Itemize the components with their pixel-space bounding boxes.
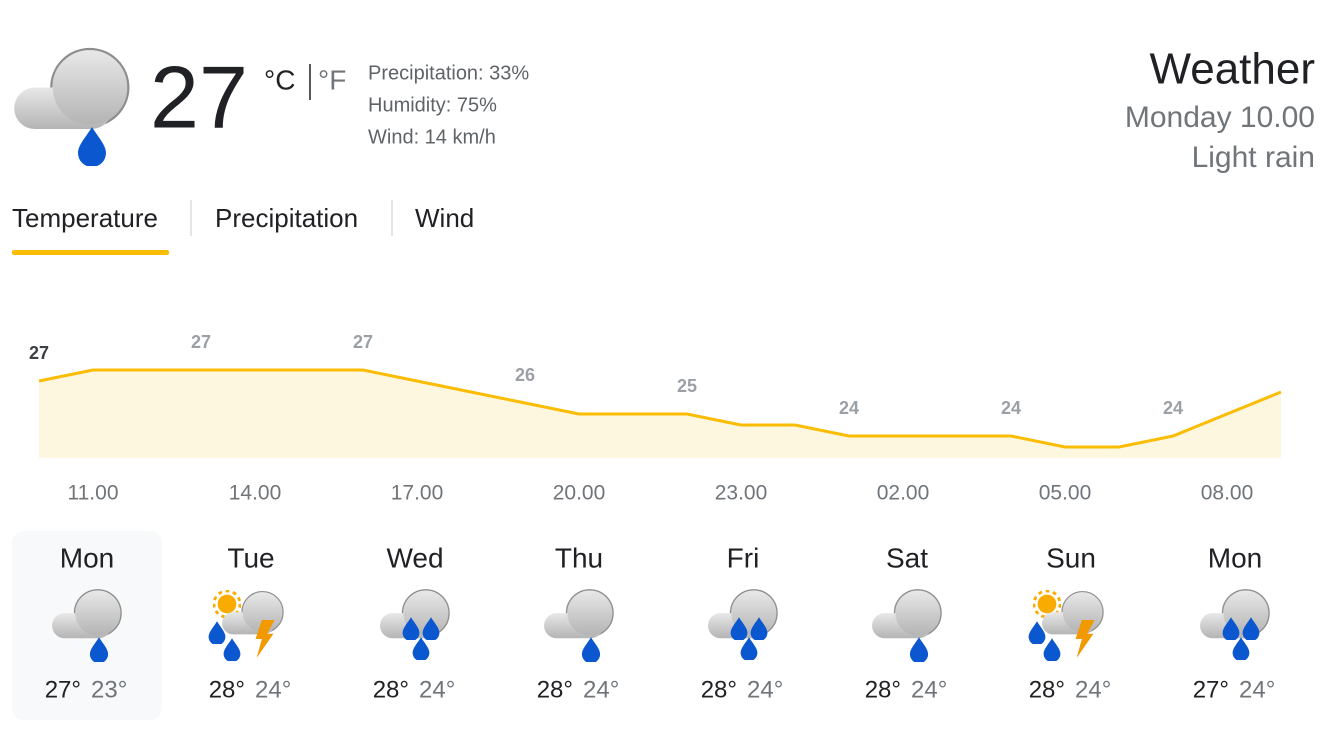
- precipitation: Precipitation: 33%: [368, 62, 529, 84]
- day-name: Mon: [60, 542, 114, 573]
- day-icon: [543, 589, 614, 662]
- day-name: Thu: [555, 542, 603, 573]
- x-tick-label: 02.00: [877, 482, 930, 505]
- icon-part: [543, 589, 614, 639]
- day-card[interactable]: Sun 28° 24°: [1028, 542, 1112, 703]
- high-temp: 28°: [865, 676, 901, 703]
- icon-part: [740, 637, 758, 660]
- unit-celsius[interactable]: °C: [264, 64, 295, 95]
- day-card[interactable]: Wed 28° 24°: [373, 542, 456, 703]
- current-icon: [13, 47, 130, 166]
- high-temp: 28°: [537, 676, 573, 703]
- day-card[interactable]: Thu 28° 24°: [537, 542, 620, 703]
- tab[interactable]: Precipitation: [215, 203, 358, 233]
- day-icon: [1028, 590, 1104, 661]
- high-temp: 28°: [373, 676, 409, 703]
- high-temp: 27°: [45, 676, 81, 703]
- day-name: Sat: [886, 542, 928, 573]
- high-temp: 28°: [701, 676, 737, 703]
- icon-part: [1232, 637, 1250, 660]
- tab-underline: [12, 250, 169, 255]
- value-label: 26: [515, 365, 535, 385]
- low-temp: 24°: [255, 676, 291, 703]
- day-icon: [379, 589, 450, 660]
- x-tick-label: 23.00: [715, 482, 768, 505]
- condition: Light rain: [1192, 141, 1315, 174]
- x-tick-label: 08.00: [1201, 482, 1254, 505]
- day-name: Mon: [1208, 542, 1262, 573]
- x-tick-label: 11.00: [68, 482, 119, 505]
- tab[interactable]: Wind: [415, 203, 474, 233]
- day-name: Tue: [227, 542, 274, 573]
- unit-fahrenheit[interactable]: °F: [318, 64, 346, 95]
- day-card[interactable]: Sat 28° 24°: [865, 542, 948, 703]
- icon-part: [412, 637, 430, 660]
- x-tick-label: 20.00: [553, 482, 606, 505]
- high-temp: 27°: [1193, 676, 1229, 703]
- day-icon: [1199, 589, 1270, 660]
- day-icon: [707, 589, 778, 660]
- current-temperature: 27: [150, 47, 248, 146]
- low-temp: 24°: [747, 676, 783, 703]
- day-name: Wed: [386, 542, 443, 573]
- day-card[interactable]: Mon 27° 23°: [45, 542, 128, 703]
- value-label: 24: [1001, 398, 1021, 418]
- day-card[interactable]: Mon 27° 24°: [1193, 542, 1276, 703]
- x-tick-label: 05.00: [1039, 482, 1092, 505]
- low-temp: 24°: [911, 676, 947, 703]
- day-icon: [871, 589, 942, 662]
- x-tick-label: 17.00: [391, 482, 444, 505]
- day-card[interactable]: Tue 28° 24°: [208, 542, 292, 703]
- value-label: 24: [839, 398, 859, 418]
- line: [38, 368, 1282, 449]
- high-temp: 28°: [1029, 676, 1065, 703]
- low-temp: 23°: [91, 676, 127, 703]
- title: Weather: [1150, 45, 1316, 94]
- day-name: Sun: [1046, 542, 1096, 573]
- low-temp: 24°: [1239, 676, 1275, 703]
- day-card[interactable]: Fri 28° 24°: [701, 542, 784, 703]
- value-label: 25: [677, 376, 697, 396]
- day-icon: [208, 590, 284, 661]
- time: Monday 10.00: [1125, 101, 1315, 134]
- icon-part: [223, 638, 241, 661]
- low-temp: 24°: [1075, 676, 1111, 703]
- icon-part: [871, 589, 942, 639]
- humidity: Humidity: 75%: [368, 94, 497, 116]
- value-label: 27: [191, 332, 211, 352]
- high-temp: 28°: [209, 676, 245, 703]
- value-label: 24: [1163, 398, 1183, 418]
- tab[interactable]: Temperature: [12, 203, 158, 233]
- icon-part: [1043, 638, 1061, 661]
- x-tick-label: 14.00: [229, 482, 282, 505]
- wind: Wind: 14 km/h: [368, 126, 496, 148]
- day-name: Fri: [727, 542, 760, 573]
- value-label: 27: [29, 343, 49, 363]
- icon-part: [909, 637, 929, 662]
- low-temp: 24°: [419, 676, 455, 703]
- low-temp: 24°: [583, 676, 619, 703]
- value-label: 27: [353, 332, 373, 352]
- icon-part: [581, 637, 601, 662]
